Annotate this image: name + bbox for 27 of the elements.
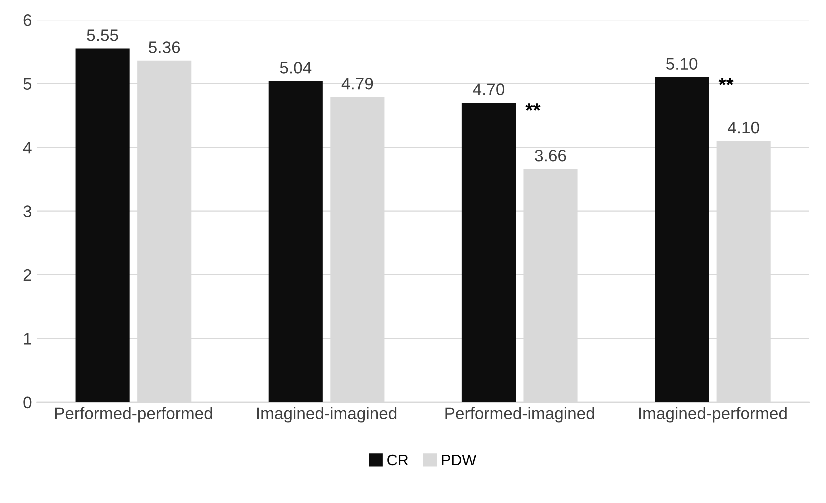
x-tick-label: Performed-imagined (446, 407, 594, 423)
data-label: 5.36 (149, 42, 180, 54)
data-label: 4.70 (473, 84, 505, 96)
y-tick-label: 6 (24, 14, 32, 26)
y-tick-label: 5 (24, 78, 32, 90)
y-tick-label: 4 (23, 142, 32, 154)
legend-label: CR (388, 454, 408, 466)
data-label: 5.55 (87, 30, 118, 42)
y-tick-label: 3 (24, 206, 32, 218)
y-tick-label: 0 (24, 396, 32, 409)
bar (268, 81, 323, 402)
data-label: 4.79 (342, 78, 374, 90)
data-label: 5.10 (666, 58, 698, 70)
data-label: 5.04 (280, 62, 312, 74)
y-tick-label: 1 (24, 333, 32, 345)
bar (462, 102, 516, 402)
data-label: 3.66 (535, 150, 566, 162)
annotation: ** (718, 78, 734, 86)
y-tick-label: 2 (24, 269, 32, 282)
x-tick-label: Imagined-imagined (257, 407, 397, 423)
annotation: ** (526, 104, 541, 111)
legend-label: PDW (442, 455, 477, 466)
data-label: 4.10 (728, 122, 760, 134)
x-tick-label: Performed-performed (55, 407, 212, 423)
x-tick-label: Imagined-performed (639, 407, 787, 423)
bar (76, 48, 130, 402)
bar (655, 77, 710, 402)
